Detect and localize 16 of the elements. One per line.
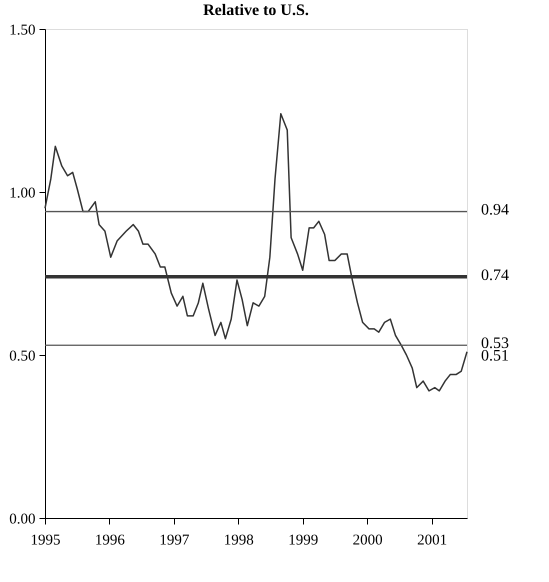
x-tick-label: 2001 bbox=[417, 532, 448, 548]
line-series bbox=[44, 113, 468, 392]
x-tick-label: 2000 bbox=[352, 532, 383, 548]
y-tick-label: 1.00 bbox=[9, 186, 36, 202]
y-tick-label: 1.50 bbox=[9, 22, 36, 38]
x-tick-label: 1999 bbox=[288, 532, 318, 548]
x-tick-label: 1996 bbox=[94, 532, 126, 548]
ref-line-label: 0.94 bbox=[481, 202, 509, 219]
chart-title: Relative to U.S. bbox=[203, 2, 309, 19]
x-tick-label: 1997 bbox=[159, 532, 190, 548]
annotation: 0.51 bbox=[481, 348, 509, 365]
ref-line-label: 0.74 bbox=[481, 266, 509, 284]
x-tick-label: 1995 bbox=[30, 532, 60, 548]
y-tick-label: 0.50 bbox=[9, 348, 36, 364]
x-tick-label: 1998 bbox=[224, 532, 254, 548]
y-tick-label: 0.00 bbox=[9, 512, 36, 528]
